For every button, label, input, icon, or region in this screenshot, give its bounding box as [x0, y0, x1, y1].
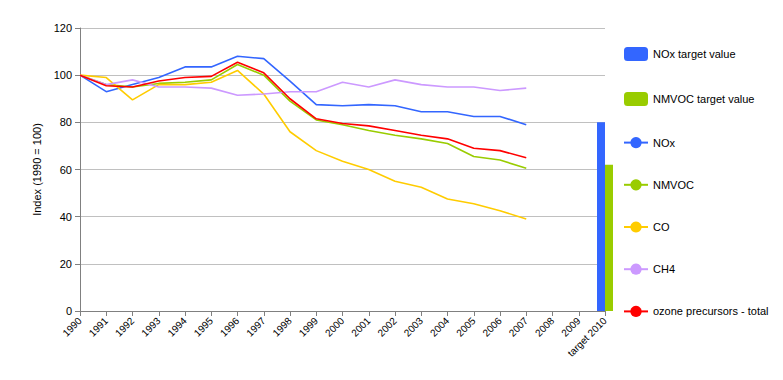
svg-text:2007: 2007 [507, 315, 531, 339]
svg-text:2003: 2003 [402, 315, 426, 339]
svg-text:2000: 2000 [323, 315, 347, 339]
svg-text:20: 20 [60, 258, 72, 270]
svg-text:40: 40 [60, 211, 72, 223]
svg-text:1990: 1990 [60, 315, 84, 339]
svg-text:CO: CO [653, 221, 670, 233]
svg-text:1999: 1999 [297, 315, 321, 339]
svg-text:100: 100 [54, 69, 72, 81]
svg-text:2008: 2008 [533, 315, 557, 339]
svg-text:1996: 1996 [218, 315, 242, 339]
svg-text:1995: 1995 [192, 315, 216, 339]
svg-text:2004: 2004 [428, 315, 452, 339]
svg-text:NOx target value: NOx target value [653, 48, 736, 60]
svg-text:2005: 2005 [454, 315, 478, 339]
svg-text:2002: 2002 [375, 315, 399, 339]
svg-text:120: 120 [54, 22, 72, 34]
svg-text:target 2010: target 2010 [565, 315, 609, 359]
svg-text:0: 0 [66, 305, 72, 317]
svg-text:CH4: CH4 [653, 263, 675, 275]
svg-text:NOx: NOx [653, 137, 676, 149]
svg-text:2009: 2009 [559, 315, 583, 339]
svg-text:ozone precursors - total: ozone precursors - total [653, 305, 769, 317]
svg-text:1992: 1992 [113, 315, 137, 339]
svg-text:1994: 1994 [165, 315, 189, 339]
svg-text:1991: 1991 [87, 315, 111, 339]
svg-text:1993: 1993 [139, 315, 163, 339]
svg-text:60: 60 [60, 164, 72, 176]
svg-text:NMVOC target value: NMVOC target value [653, 93, 754, 105]
svg-text:NMVOC: NMVOC [653, 179, 694, 191]
svg-text:2001: 2001 [349, 315, 373, 339]
svg-text:1997: 1997 [244, 315, 268, 339]
svg-text:2006: 2006 [480, 315, 504, 339]
svg-text:Index (1990 = 100): Index (1990 = 100) [31, 123, 43, 216]
svg-text:80: 80 [60, 116, 72, 128]
svg-text:1998: 1998 [270, 315, 294, 339]
